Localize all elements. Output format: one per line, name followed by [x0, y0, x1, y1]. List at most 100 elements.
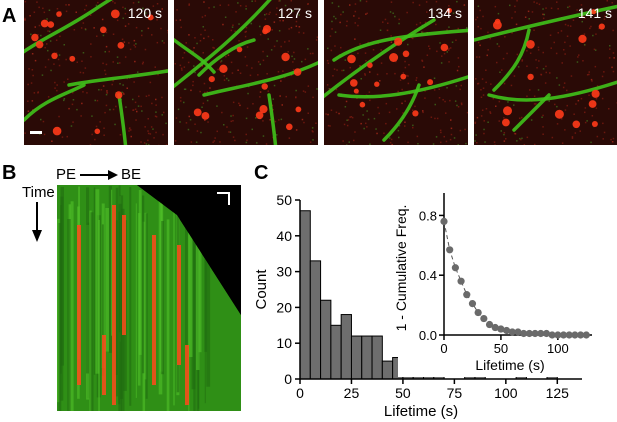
red-punctum: [353, 88, 359, 94]
inset-data-point: [548, 331, 556, 339]
red-punctum: [527, 73, 534, 81]
histogram-bar: [340, 314, 352, 380]
red-punctum: [100, 26, 107, 34]
micrograph-frame-4: 141 s: [474, 0, 617, 145]
microtubule-filament: [512, 93, 551, 132]
y-tick-label: 40: [276, 228, 292, 244]
x-axis-title: Lifetime (s): [384, 403, 458, 420]
inset-data-point: [582, 331, 590, 339]
red-punctum: [359, 101, 366, 108]
kymograph-red-track: [177, 245, 181, 365]
histogram-bar: [309, 260, 322, 380]
red-punctum: [56, 11, 62, 17]
inset-data-point: [503, 326, 511, 335]
inset-x-tick-label: 50: [494, 341, 508, 356]
inset-data-point: [554, 331, 562, 339]
kymograph-image: [57, 185, 241, 411]
inset-data-point: [440, 217, 448, 225]
red-punctum: [219, 64, 228, 74]
red-punctum: [446, 7, 452, 14]
histogram-bar: [330, 324, 342, 380]
frame-time-label: 127 s: [277, 5, 312, 21]
histogram-bar: [371, 335, 383, 380]
inset-y-tick-label: 0.0: [419, 328, 437, 343]
red-punctum: [591, 9, 597, 15]
microtubule-filament: [492, 28, 531, 92]
inset-x-tick-label: 0: [440, 341, 447, 356]
microtubule-filament: [337, 75, 468, 99]
red-punctum: [47, 21, 55, 28]
kymograph-red-track: [122, 215, 126, 335]
micrograph-image: [24, 0, 168, 145]
red-punctum: [208, 76, 215, 83]
microtubule-filament: [267, 93, 278, 145]
red-punctum: [147, 14, 154, 21]
panel-label-c: C: [254, 162, 269, 184]
red-punctum: [35, 40, 44, 49]
microtubule-filament: [197, 38, 256, 77]
inset-data-point: [497, 325, 505, 333]
inset-data-point: [565, 331, 573, 339]
red-punctum: [591, 89, 600, 98]
inset-data-point: [463, 291, 471, 299]
microtubule-filament: [174, 38, 216, 74]
microtubule-filament: [332, 28, 468, 62]
time-label: Time: [22, 184, 55, 201]
be-label: BE: [121, 166, 142, 183]
red-punctum: [588, 100, 597, 108]
microtubule-filament: [117, 93, 128, 145]
inset-data-point: [480, 314, 488, 323]
kymograph-red-track: [185, 345, 189, 405]
kymograph-red-track: [102, 335, 106, 395]
red-punctum: [117, 42, 125, 49]
inset-data-point: [485, 320, 494, 329]
inset-background: [398, 189, 598, 377]
kymograph-red-track: [77, 225, 81, 385]
red-punctum: [591, 121, 598, 127]
histogram-bar: [350, 335, 363, 380]
frame-time-label: 120 s: [127, 5, 162, 21]
red-punctum: [367, 62, 373, 68]
inset-data-point: [491, 323, 499, 332]
histogram-bar: [381, 360, 394, 380]
red-punctum: [394, 37, 403, 46]
x-tick-label: 25: [344, 385, 360, 401]
inset-x-tick-label: 100: [547, 341, 569, 356]
inset-data-point: [537, 329, 545, 338]
inset-data-point: [446, 246, 454, 254]
inset-data-point: [571, 331, 579, 339]
inset-y-axis-title: 1 - Cumulative Freq.: [393, 205, 409, 332]
red-punctum: [115, 91, 123, 99]
y-tick-label: 50: [276, 192, 292, 208]
red-punctum: [526, 40, 535, 49]
red-punctum: [286, 123, 293, 131]
histogram-bar: [320, 299, 332, 380]
kymograph-red-track: [112, 205, 116, 405]
y-tick-label: 10: [276, 335, 292, 351]
red-punctum: [295, 106, 302, 113]
scale-bar: [30, 131, 42, 134]
inset-data-point: [531, 329, 539, 338]
microtubule-filament: [24, 83, 86, 122]
frame-time-label: 141 s: [577, 5, 612, 21]
red-punctum: [31, 33, 39, 42]
red-punctum: [193, 108, 202, 117]
x-tick-label: 50: [395, 385, 411, 401]
red-punctum: [259, 105, 268, 114]
inset-data-point: [525, 329, 533, 338]
red-punctum: [40, 19, 49, 28]
red-punctum: [440, 43, 449, 52]
inset-data-point: [474, 308, 482, 317]
inset-y-tick-label: 0.4: [419, 268, 437, 283]
x-tick-label: 75: [447, 385, 463, 401]
pe-label: PE: [56, 166, 77, 183]
micrograph-frame-3: 134 s: [324, 0, 468, 145]
inset-data-point: [559, 331, 568, 339]
time-arrow: [32, 202, 42, 242]
red-punctum: [201, 112, 210, 120]
inset-data-point: [577, 331, 585, 339]
microtubule-filament: [174, 0, 272, 89]
microtubule-filament: [202, 60, 318, 97]
x-tick-label: 0: [296, 385, 304, 401]
